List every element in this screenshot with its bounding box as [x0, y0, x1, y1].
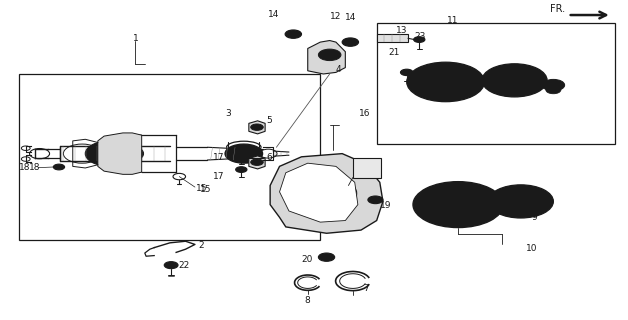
Circle shape: [401, 69, 413, 76]
Text: 13: 13: [396, 26, 407, 35]
Circle shape: [523, 68, 529, 71]
Text: 18: 18: [30, 163, 41, 172]
Bar: [353, 158, 381, 178]
Text: 8: 8: [305, 296, 311, 305]
Circle shape: [85, 141, 136, 166]
Circle shape: [236, 167, 247, 172]
Polygon shape: [279, 163, 358, 222]
Circle shape: [323, 255, 330, 259]
Bar: [377, 34, 408, 42]
Text: 19: 19: [380, 201, 391, 210]
Circle shape: [413, 182, 503, 228]
Text: 21: 21: [388, 48, 399, 57]
Circle shape: [285, 30, 301, 38]
Circle shape: [109, 145, 144, 163]
Circle shape: [487, 79, 494, 82]
Text: 6: 6: [266, 153, 272, 162]
Polygon shape: [98, 133, 142, 174]
Polygon shape: [249, 156, 265, 169]
Circle shape: [236, 153, 247, 159]
Circle shape: [542, 79, 565, 91]
Circle shape: [342, 38, 359, 46]
Circle shape: [318, 49, 341, 60]
Circle shape: [523, 89, 529, 92]
Circle shape: [504, 193, 537, 210]
Circle shape: [318, 253, 335, 261]
Circle shape: [454, 220, 462, 224]
Text: 17: 17: [213, 153, 224, 162]
Text: 10: 10: [526, 244, 537, 253]
Text: 18: 18: [19, 163, 31, 172]
Text: 5: 5: [266, 116, 272, 125]
Polygon shape: [308, 41, 345, 74]
Circle shape: [303, 185, 338, 202]
Circle shape: [482, 64, 547, 97]
Text: 23: 23: [414, 32, 426, 41]
Text: 7: 7: [363, 284, 369, 292]
Circle shape: [251, 124, 263, 130]
Circle shape: [488, 185, 553, 218]
Bar: [19, 74, 320, 240]
Bar: [377, 23, 615, 144]
Text: 14: 14: [345, 13, 357, 22]
Circle shape: [416, 72, 423, 76]
Circle shape: [368, 196, 383, 204]
Circle shape: [484, 194, 492, 198]
Text: 20: 20: [301, 255, 313, 264]
Circle shape: [425, 71, 466, 92]
Circle shape: [165, 262, 178, 269]
Text: 11: 11: [447, 16, 459, 25]
Circle shape: [53, 164, 65, 170]
Circle shape: [284, 175, 357, 212]
Text: 9: 9: [531, 213, 537, 222]
Text: 16: 16: [359, 109, 371, 118]
Circle shape: [529, 210, 536, 213]
Circle shape: [435, 193, 482, 217]
Circle shape: [442, 95, 450, 99]
Circle shape: [498, 72, 531, 89]
Circle shape: [494, 200, 500, 203]
Text: 22: 22: [178, 261, 190, 270]
Text: 3: 3: [225, 109, 231, 118]
Circle shape: [225, 144, 263, 163]
Polygon shape: [270, 154, 383, 233]
Circle shape: [546, 86, 561, 94]
Circle shape: [468, 72, 475, 76]
Circle shape: [424, 194, 433, 198]
Circle shape: [529, 189, 536, 193]
Text: 2: 2: [198, 241, 203, 250]
Text: FR.: FR.: [550, 4, 565, 14]
Polygon shape: [249, 121, 265, 134]
Text: 15: 15: [200, 185, 212, 194]
Text: 14: 14: [268, 10, 279, 19]
Text: 17: 17: [213, 172, 224, 181]
Circle shape: [251, 159, 263, 165]
Circle shape: [407, 62, 484, 102]
Text: 12: 12: [330, 12, 342, 21]
Circle shape: [414, 37, 425, 43]
Text: 4: 4: [335, 65, 341, 74]
Text: 1: 1: [133, 35, 138, 44]
Text: 15: 15: [196, 184, 208, 193]
